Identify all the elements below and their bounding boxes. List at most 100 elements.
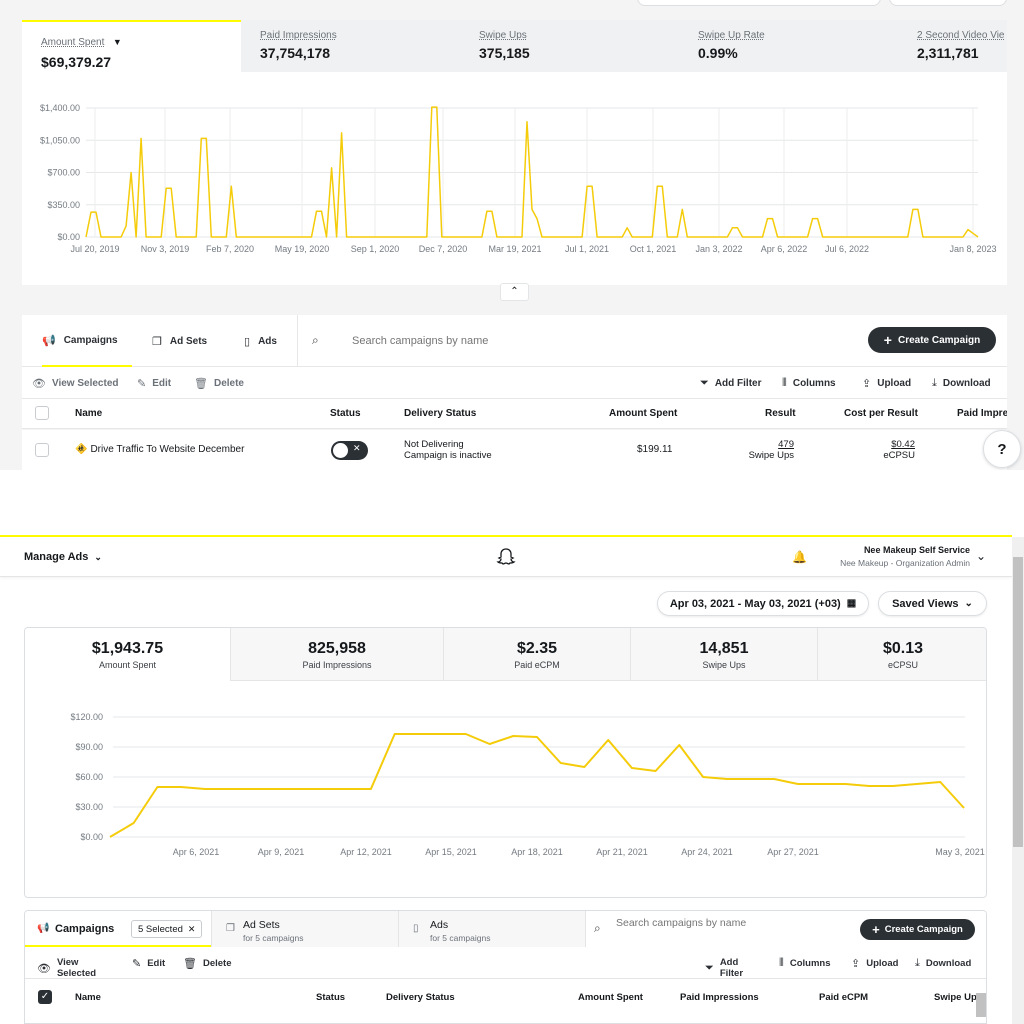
scrollbar-thumb[interactable] [1013,557,1023,847]
selected-count-chip[interactable]: 5 Selected ✕ [131,920,203,938]
saved-views-top[interactable] [889,0,1007,6]
campaign-name[interactable]: 🚸 Drive Traffic To Website December [75,444,244,455]
metric-tab-amount-spent[interactable]: Amount Spent ▼ $69,379.27 [22,20,241,72]
columns-button[interactable]: ⦀ Columns [782,377,836,390]
column-header[interactable]: Delivery Status [386,992,455,1003]
column-header[interactable]: Status [330,408,361,419]
result-unit: Swipe Ups [748,450,794,461]
manage-ads-menu[interactable]: Manage Ads ⌄ [24,551,102,563]
tab-campaigns[interactable]: 📢 Campaigns 5 Selected ✕ [25,911,211,947]
search-input[interactable] [616,915,836,931]
ad-phone-icon: ▯ [244,335,251,348]
view-selected-button[interactable]: 👁 View Selected [37,957,96,979]
column-header[interactable]: Name [75,992,101,1003]
upload-button[interactable]: ⇪ Upload [862,377,911,390]
metric-tab-video-views[interactable]: 2 Second Video Vie 2,311,781 [898,20,1007,72]
organization-switcher[interactable]: Nee Makeup Self Service Nee Makeup - Org… [800,545,970,568]
download-button[interactable]: ⤓ Download [932,377,991,390]
metric-label: Swipe Ups [702,660,746,670]
edit-button[interactable]: ✎ Edit [132,957,165,970]
tab-ads[interactable]: ▯ Ads for 5 campaigns [398,911,585,947]
metric-tab-ecpsu[interactable]: $0.13 eCPSU [817,628,986,681]
column-header[interactable]: Paid Impressions [680,992,759,1003]
x-tick-label: Apr 6, 2022 [761,244,808,254]
close-icon: ✕ [353,443,361,453]
x-tick-label: Apr 21, 2021 [596,847,648,857]
x-tick-label: May 19, 2020 [275,244,330,254]
delete-button[interactable]: 🗑 Delete [183,957,231,970]
x-tick-label: Apr 27, 2021 [767,847,819,857]
tab-ad-sets[interactable]: ❐ Ad Sets [152,315,222,367]
column-header[interactable]: Swipe Up [934,992,977,1003]
delete-button[interactable]: 🗑 Delete [194,377,244,390]
tab-label: Campaigns [55,923,115,935]
delivery-status: Not Delivering Campaign is inactive [404,439,492,461]
metric-tab-swipe-ups[interactable]: Swipe Ups 375,185 [460,20,679,72]
tab-ads[interactable]: ▯ Ads [244,315,304,367]
pencil-icon: ✎ [137,378,147,390]
adsets-icon: ❐ [226,923,235,934]
action-label: Columns [789,958,831,969]
metric-tab-swipe-up-rate[interactable]: Swipe Up Rate 0.99% [679,20,898,72]
column-header[interactable]: Result [765,408,796,419]
add-filter-button[interactable]: ⏷ Add Filter [705,957,743,979]
saved-views-label: Saved Views [892,597,959,610]
metric-tab-amount-spent[interactable]: $1,943.75 Amount Spent [25,628,230,681]
collapse-chart-chevron-up-icon[interactable]: ⌃ [500,283,529,301]
add-filter-button[interactable]: ⏷ Add Filter [700,377,761,390]
metric-tab-paid-ecpm[interactable]: $2.35 Paid eCPM [443,628,630,681]
scrollbar-track[interactable] [1012,537,1024,1024]
saved-views-button[interactable]: Saved Views ⌄ [878,591,987,616]
accent-bar [0,535,1012,537]
snapchat-ghost-icon[interactable] [496,547,516,567]
columns-button[interactable]: ⦀ Columns [779,957,830,970]
column-header[interactable]: Paid Impres [957,408,1007,419]
tab-campaigns[interactable]: 📢 Campaigns [42,315,132,367]
column-header[interactable]: Delivery Status [404,408,477,419]
upload-button[interactable]: ⇪ Upload [851,957,898,970]
trash-icon: 🗑 [194,378,208,390]
amount-spent-history-chart: $0.00 $350.00 $700.00 $1,050.00 $1,400.00 Jul… [40,103,997,254]
column-header[interactable]: Amount Spent [609,408,678,419]
x-tick-label: Mar 19, 2021 [488,244,541,254]
tab-ad-sets[interactable]: ❐ Ad Sets for 5 campaigns [211,911,398,947]
column-header[interactable]: Paid eCPM [819,992,869,1003]
caret-down-icon[interactable]: ▼ [112,37,122,47]
metric-value: 0.99% [698,45,738,61]
row-checkbox[interactable] [35,443,49,457]
create-campaign-button[interactable]: + Create Campaign [860,919,975,940]
result-value[interactable]: 479 [778,439,794,450]
status-toggle[interactable]: ✕ [331,441,368,460]
metric-tab-paid-impressions[interactable]: 825,958 Paid Impressions [230,628,443,681]
view-selected-button[interactable]: 👁 View Selected [32,377,119,390]
table-scrollbar[interactable] [976,993,986,1017]
x-tick-label: Apr 6, 2021 [173,847,220,857]
close-icon[interactable]: ✕ [187,923,196,934]
table-row[interactable]: 🚸 Drive Traffic To Website December ✕ No… [22,430,1021,470]
amount-spent-daily-chart: $0.00 $30.00 $60.00 $90.00 $120.00 Apr 6, 202… [70,712,984,857]
metric-value: $2.35 [516,640,558,657]
edit-button[interactable]: ✎ Edit [137,377,171,390]
date-range-picker[interactable]: Apr 03, 2021 - May 03, 2021 (+03) ▦ [657,591,869,616]
chevron-down-icon[interactable]: ⌄ [976,549,987,563]
metric-tab-paid-impressions[interactable]: Paid Impressions 37,754,178 [241,20,460,72]
create-campaign-button[interactable]: + Create Campaign [868,327,996,353]
column-header[interactable]: Cost per Result [844,408,918,419]
download-button[interactable]: ⤓ Download [915,957,971,970]
top-screenshot: Amount Spent ▼ $69,379.27 Paid Impressio… [0,0,1024,470]
action-label: View Selected [56,957,97,979]
help-icon[interactable]: ? [983,430,1021,468]
date-range-picker-top[interactable] [637,0,881,6]
bell-icon[interactable]: 🔔 [792,550,807,564]
cost-value[interactable]: $0.42 [891,439,915,450]
select-all-checkbox[interactable] [35,406,49,420]
series-line [85,106,979,238]
column-header[interactable]: Status [316,992,346,1003]
x-tick-label: Apr 24, 2021 [681,847,733,857]
search-input[interactable] [352,331,652,351]
entity-tabbar: 📢 Campaigns 5 Selected ✕ ❐ Ad Sets for 5… [25,911,986,947]
metric-tab-swipe-ups[interactable]: 14,851 Swipe Ups [630,628,817,681]
select-all-checkbox-checked[interactable]: ✓ [38,990,52,1004]
column-header[interactable]: Name [75,408,103,419]
column-header[interactable]: Amount Spent [578,992,643,1003]
